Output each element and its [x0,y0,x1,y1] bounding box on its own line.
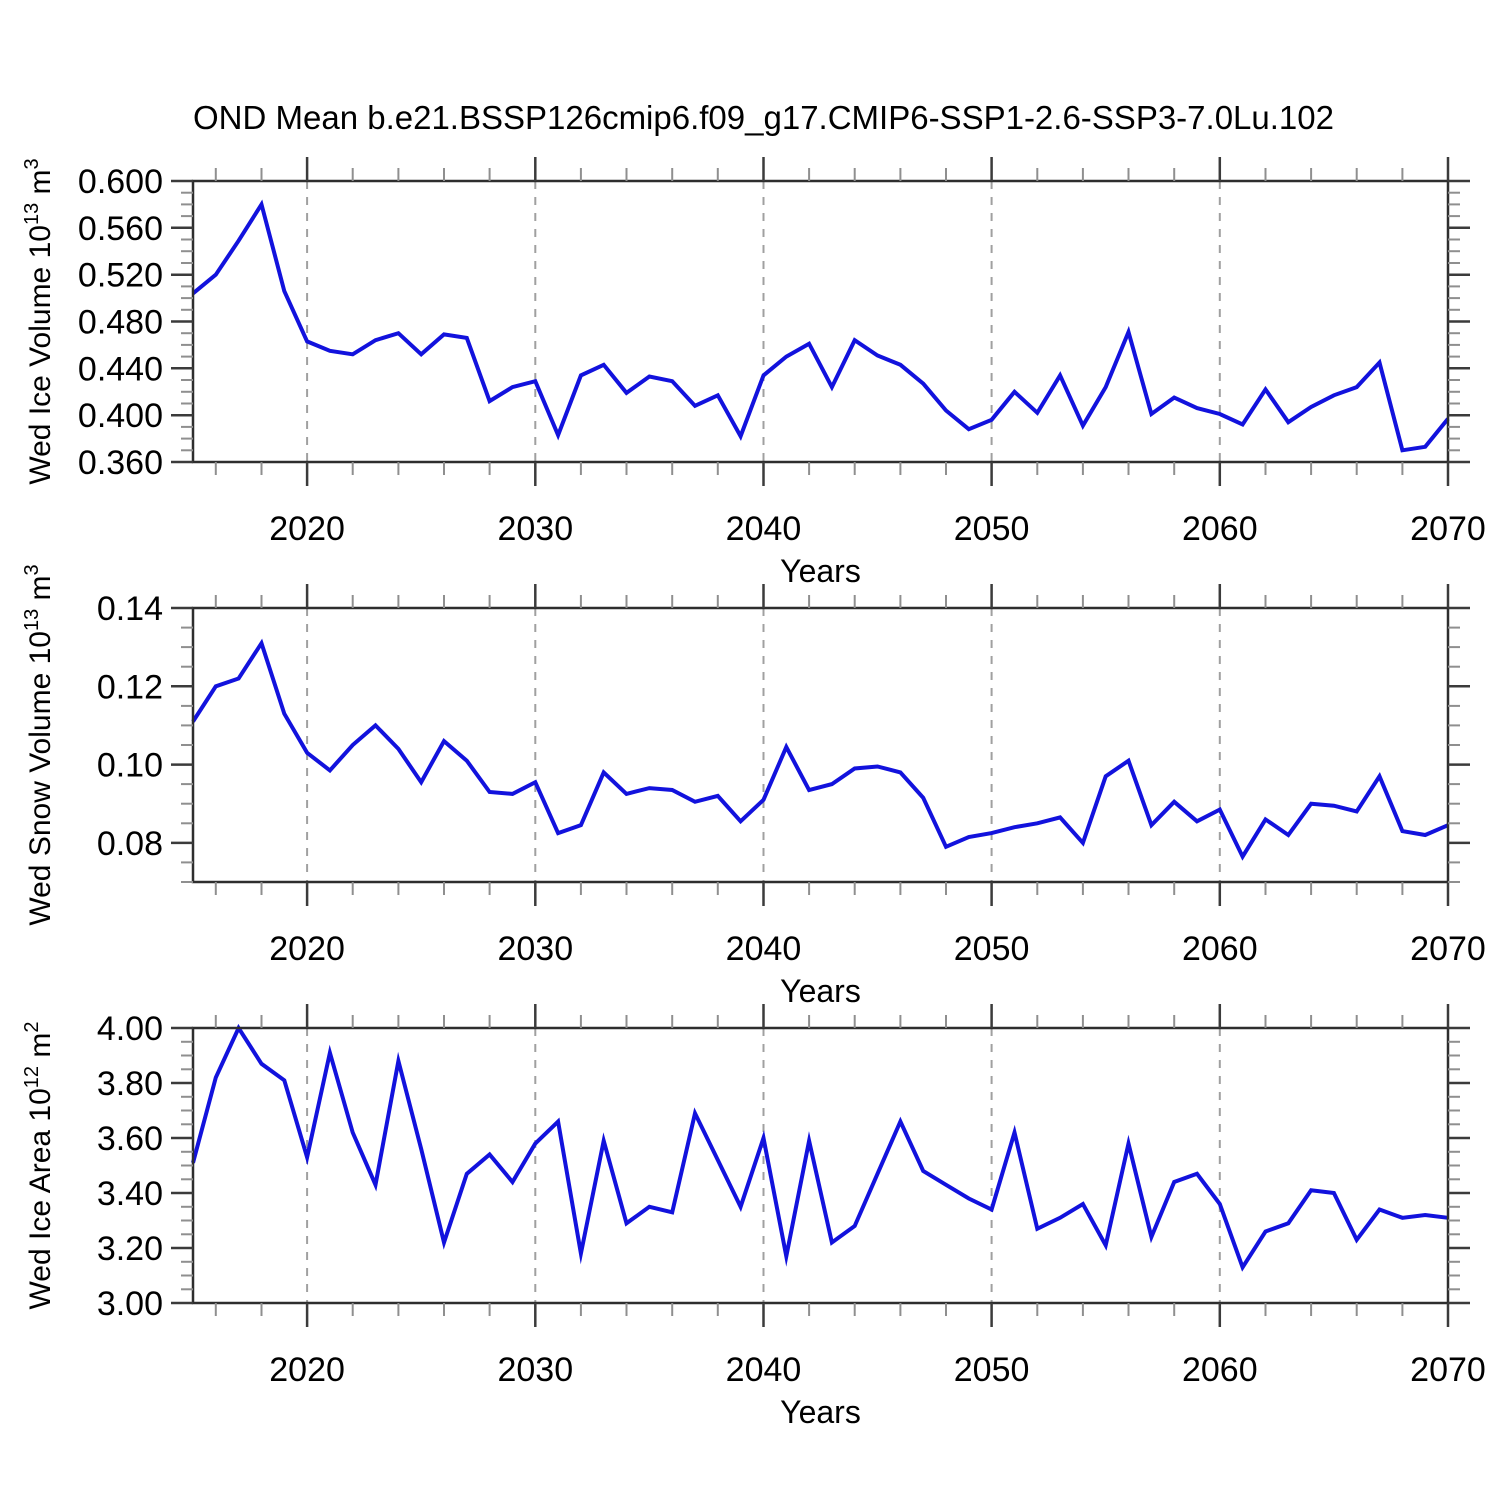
data-line-ice-volume [191,199,1450,453]
x-tick-label: 2020 [269,1351,345,1389]
y-tick-label: 0.600 [78,163,163,201]
x-gridlines [306,1028,1221,1303]
x-gridlines [306,608,1221,882]
y-axis-title: Wed Ice Volume 1013 m3 [21,158,57,484]
x-tick-label: 2020 [269,510,345,548]
minor-ticks [181,168,1460,475]
x-axis-title: Years [780,1394,861,1430]
x-tick-label: 2060 [1182,930,1258,968]
y-tick-labels: 3.00 3.20 3.40 3.60 3.80 4.00 [97,1010,163,1323]
x-tick-label: 2050 [954,510,1030,548]
x-axis-title: Years [780,553,861,589]
y-tick-label: 0.10 [97,747,163,785]
major-ticks [171,1004,1470,1327]
x-tick-labels: 2020 2030 2040 2050 2060 2070 [269,510,1486,548]
y-tick-label: 0.400 [78,397,163,435]
x-tick-label: 2050 [954,1351,1030,1389]
y-tick-label: 3.00 [97,1285,163,1323]
y-tick-label: 0.08 [97,825,163,863]
x-gridlines [306,181,1221,462]
x-tick-label: 2030 [497,1351,573,1389]
x-tick-labels: 2020 2030 2040 2050 2060 2070 [269,1351,1486,1389]
y-tick-labels: 0.360 0.400 0.440 0.480 0.520 0.560 0.600 [78,163,163,482]
panel-ice-area: 3.00 3.20 3.40 3.60 3.80 4.00 2020 2030 2040 2050… [21,1004,1486,1430]
x-tick-label: 2060 [1182,510,1258,548]
major-ticks [171,157,1470,486]
x-tick-label: 2050 [954,930,1030,968]
chart-title: OND Mean b.e21.BSSP126cmip6.f09_g17.CMIP… [193,99,1334,136]
y-tick-label: 3.20 [97,1230,163,1268]
data-line-snow-volume [191,638,1449,861]
y-tick-label: 0.480 [78,304,163,342]
y-tick-label: 3.80 [97,1065,163,1103]
y-tick-label: 3.40 [97,1175,163,1213]
y-tick-labels: 0.08 0.10 0.12 0.14 [97,590,163,863]
x-tick-label: 2070 [1410,510,1486,548]
minor-ticks [181,595,1460,895]
y-tick-label: 0.360 [78,444,163,482]
y-tick-label: 0.14 [97,590,163,628]
x-tick-label: 2070 [1410,930,1486,968]
x-tick-labels: 2020 2030 2040 2050 2060 2070 [269,930,1486,968]
y-tick-label: 0.560 [78,210,163,248]
panel-frame [191,179,1450,464]
x-axis-title: Years [780,973,861,1009]
minor-ticks [181,1015,1460,1316]
x-tick-label: 2020 [269,930,345,968]
y-tick-label: 0.520 [78,257,163,295]
y-axis-title: Wed Snow Volume 1013 m3 [21,564,57,925]
y-tick-label: 4.00 [97,1010,163,1048]
x-tick-label: 2060 [1182,1351,1258,1389]
x-tick-label: 2030 [497,930,573,968]
data-line-ice-area [191,1023,1449,1272]
panel-frame [191,606,1450,884]
x-tick-label: 2070 [1410,1351,1486,1389]
panel-snow-volume: 0.08 0.10 0.12 0.14 2020 2030 2040 2050 2060 2070… [21,564,1486,1009]
x-tick-label: 2040 [726,1351,802,1389]
x-tick-label: 2030 [497,510,573,548]
x-tick-label: 2040 [726,510,802,548]
x-tick-label: 2040 [726,930,802,968]
y-tick-label: 0.440 [78,350,163,388]
y-axis-title: Wed Ice Area 1012 m2 [21,1022,57,1310]
panel-frame [191,1026,1450,1305]
y-tick-label: 0.12 [97,668,163,706]
y-tick-label: 3.60 [97,1120,163,1158]
major-ticks [171,584,1470,906]
